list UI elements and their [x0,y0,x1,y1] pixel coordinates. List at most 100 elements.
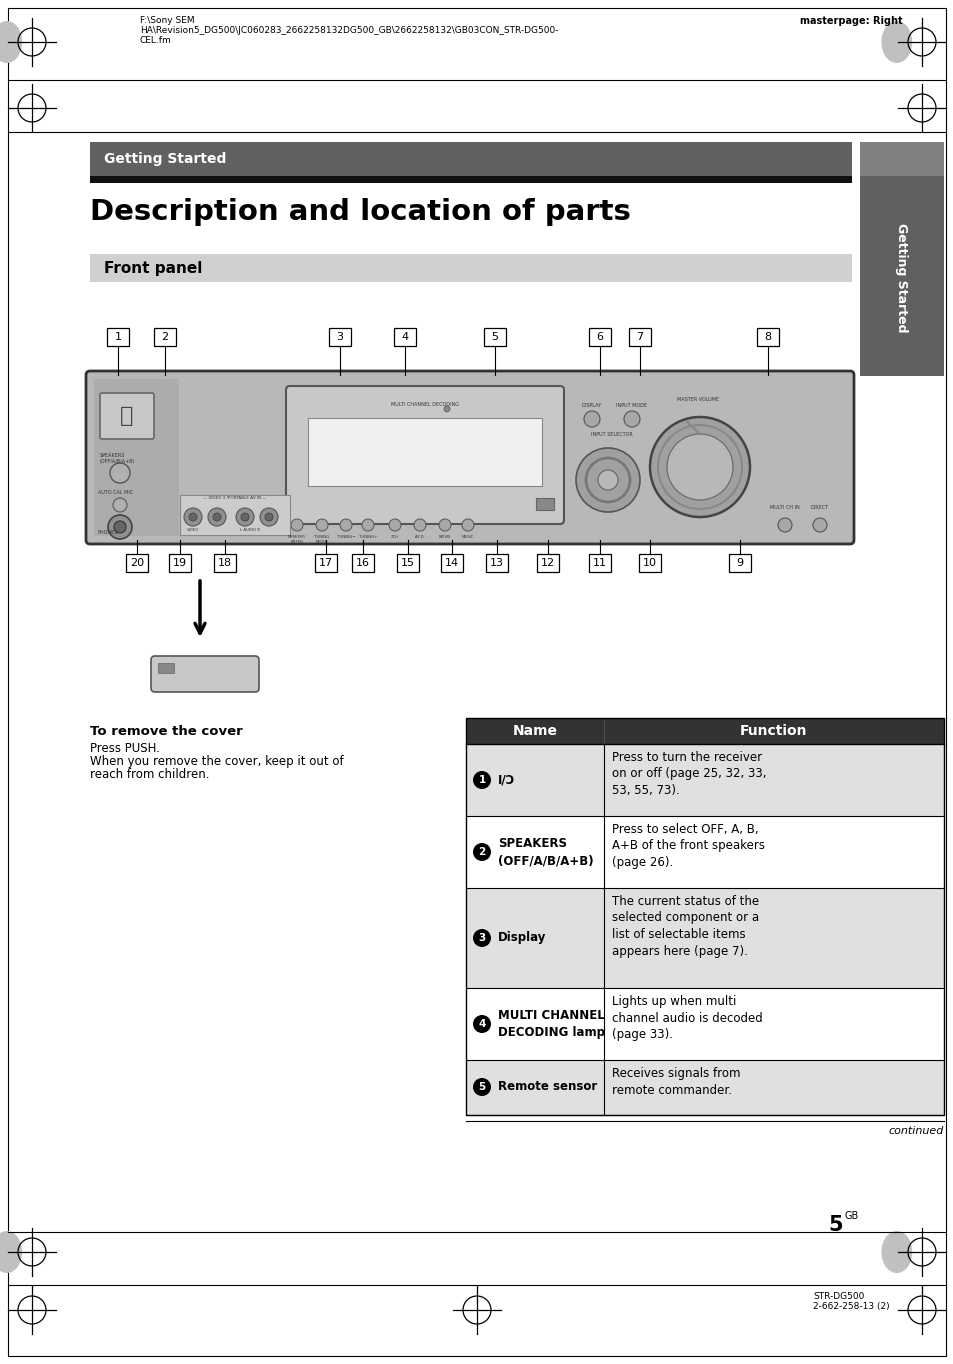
Text: Name: Name [512,724,557,738]
Text: The current status of the
selected component or a
list of selectable items
appea: The current status of the selected compo… [612,895,759,958]
Text: CEL.fm: CEL.fm [140,35,172,45]
Text: 17: 17 [318,558,333,567]
Text: 2-662-258-13 (2): 2-662-258-13 (2) [812,1303,889,1311]
Bar [465,816,943,888]
Bar [588,554,610,572]
Text: MUSIC: MUSIC [461,535,474,539]
Circle shape [473,929,491,947]
Text: continued: continued [887,1127,943,1136]
Text: 9: 9 [736,558,742,567]
Text: 7: 7 [636,331,643,342]
Text: 3: 3 [336,331,343,342]
Text: A.F.D.: A.F.D. [415,535,425,539]
Circle shape [414,518,426,531]
Text: MULTI CHANNEL
DECODING lamp: MULTI CHANNEL DECODING lamp [497,1009,604,1039]
Bar [465,988,943,1060]
Text: MULTI CH IN: MULTI CH IN [769,505,799,510]
Text: DIRECT: DIRECT [810,505,828,510]
Text: 18: 18 [217,558,232,567]
Text: 19: 19 [172,558,187,567]
Text: When you remove the cover, keep it out of: When you remove the cover, keep it out o… [90,756,343,768]
Text: TUNING
MODE: TUNING MODE [314,535,330,544]
Ellipse shape [0,1230,22,1273]
Circle shape [389,518,400,531]
Circle shape [583,411,599,427]
Bar [352,554,374,572]
Text: MULTI CHANNEL DECODING: MULTI CHANNEL DECODING [391,401,458,406]
Circle shape [339,518,352,531]
Text: 13: 13 [490,558,503,567]
Bar [628,327,650,346]
Text: 5: 5 [491,331,498,342]
Text: 14: 14 [444,558,458,567]
Text: 3: 3 [477,933,485,943]
Bar [169,554,191,572]
Text: Press PUSH.: Press PUSH. [90,742,160,756]
Text: INPUT MODE: INPUT MODE [616,402,647,408]
Text: 2: 2 [161,331,169,342]
Circle shape [315,518,328,531]
FancyBboxPatch shape [100,393,153,439]
Text: Front panel: Front panel [104,261,202,276]
Text: 6: 6 [596,331,603,342]
FancyBboxPatch shape [86,371,853,544]
Text: DISPLAY: DISPLAY [581,402,601,408]
Circle shape [812,518,826,532]
Ellipse shape [881,20,911,63]
Bar [90,254,851,282]
Text: 5: 5 [827,1215,842,1234]
Text: Function: Function [740,724,807,738]
Ellipse shape [0,20,22,63]
Bar [859,142,943,176]
Bar [639,554,660,572]
Circle shape [666,434,732,501]
Text: Press to select OFF, A, B,
A+B of the front speakers
(page 26).: Press to select OFF, A, B, A+B of the fr… [612,822,764,869]
Text: Getting Started: Getting Started [104,151,226,166]
Bar [465,1060,943,1114]
Text: — VIDEO 3 /PORTABLE AV IN —: — VIDEO 3 /PORTABLE AV IN — [203,496,267,501]
Text: Remote sensor: Remote sensor [497,1080,597,1094]
Circle shape [576,447,639,512]
Text: 2CH: 2CH [391,535,398,539]
Circle shape [443,406,450,412]
Text: 1: 1 [477,775,485,786]
Text: SPEAKERS: SPEAKERS [100,453,125,458]
Text: INPUT SELECTOR: INPUT SELECTOR [591,432,632,436]
Text: 4: 4 [401,331,408,342]
Text: VIDEO: VIDEO [187,528,199,532]
Bar [314,554,336,572]
Bar [757,327,779,346]
Text: AUTO CAL MIC: AUTO CAL MIC [98,490,133,495]
Bar [536,498,554,510]
Circle shape [438,518,451,531]
Bar [90,142,851,176]
Bar [126,554,148,572]
Circle shape [235,507,253,527]
Text: TUNING−: TUNING− [336,535,355,539]
Circle shape [598,471,618,490]
Text: 8: 8 [763,331,771,342]
FancyBboxPatch shape [286,386,563,524]
Circle shape [184,507,202,527]
Circle shape [473,771,491,788]
Bar [153,327,175,346]
Bar [329,327,351,346]
Bar [465,888,943,988]
Bar [465,717,943,743]
Circle shape [778,518,791,532]
Circle shape [623,411,639,427]
Text: GB: GB [844,1211,859,1221]
Circle shape [473,1078,491,1097]
Bar [180,495,290,535]
Text: 10: 10 [642,558,657,567]
Circle shape [110,462,130,483]
Text: Receives signals from
remote commander.: Receives signals from remote commander. [612,1067,740,1097]
Bar [213,554,235,572]
Circle shape [213,513,221,521]
Text: HA\Revision5_DG500\JC060283_2662258132DG500_GB\2662258132\GB03CON_STR-DG500-: HA\Revision5_DG500\JC060283_2662258132DG… [140,26,558,35]
Text: Press to turn the receiver
on or off (page 25, 32, 33,
53, 55, 73).: Press to turn the receiver on or off (pa… [612,752,765,797]
Text: STR-DG500: STR-DG500 [812,1292,863,1301]
Text: 15: 15 [400,558,415,567]
Circle shape [461,518,474,531]
FancyBboxPatch shape [151,656,258,692]
